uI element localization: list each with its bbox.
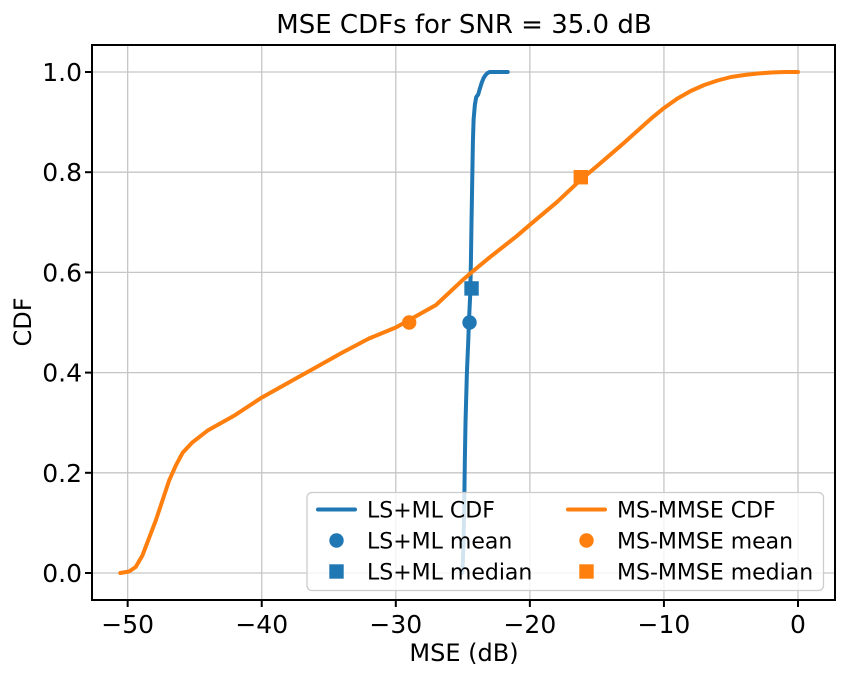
legend-item-ls-ml-median: LS+ML median xyxy=(329,561,532,586)
ls-ml-mean-label: LS+ML mean xyxy=(367,530,512,555)
y-tick-label-0.0: 0.0 xyxy=(42,559,82,588)
tick-labels-layer: −50 −40 −30 −20 −10 0 0.0 0.2 0.4 0.6 0.8 1.0 xyxy=(42,58,806,639)
ls-ml-cdf-curve xyxy=(460,70,510,575)
y-tick-label-0.4: 0.4 xyxy=(42,359,82,388)
y-tick-label-0.6: 0.6 xyxy=(42,258,82,287)
ms-mmse-median-label: MS-MMSE median xyxy=(617,561,813,586)
x-tick-label-−10: −10 xyxy=(638,610,691,639)
legend-item-ms-mmse-cdf: MS-MMSE CDF xyxy=(566,499,776,524)
ls-ml-mean-marker xyxy=(462,315,477,330)
ls-ml-median-label: LS+ML median xyxy=(367,561,532,586)
legend-item-ls-ml-cdf: LS+ML CDF xyxy=(316,499,495,524)
y-tick-label-1.0: 1.0 xyxy=(42,58,82,87)
legend-item-ms-mmse-median: MS-MMSE median xyxy=(579,561,813,586)
legend-item-ls-ml-mean: LS+ML mean xyxy=(329,530,512,555)
ls-ml-cdf-label: LS+ML CDF xyxy=(367,499,495,524)
ms-mmse-median-swatch-square xyxy=(579,564,594,579)
ms-mmse-mean-marker xyxy=(402,315,417,330)
x-tick-label-−20: −20 xyxy=(503,610,556,639)
ms-mmse-median-marker xyxy=(573,170,589,185)
ls-ml-mean-swatch-circle xyxy=(329,533,344,548)
ls-ml-median-swatch-square xyxy=(329,564,344,579)
curves-layer xyxy=(118,70,800,575)
chart-title: MSE CDFs for SNR = 35.0 dB xyxy=(276,10,651,40)
legend-box xyxy=(306,491,825,592)
ms-mmse-cdf-label: MS-MMSE CDF xyxy=(617,499,776,524)
x-tick-label-0: 0 xyxy=(790,610,806,639)
x-tick-label-−40: −40 xyxy=(235,610,288,639)
markers-layer xyxy=(402,170,589,330)
x-tick-label-−30: −30 xyxy=(369,610,422,639)
y-tick-label-0.2: 0.2 xyxy=(42,459,82,488)
ms-mmse-mean-label: MS-MMSE mean xyxy=(617,530,793,555)
legend: LS+ML CDF LS+ML mean LS+ML median MS-MMSE C… xyxy=(306,491,825,592)
y-axis-label: CDF xyxy=(9,297,37,346)
y-tick-label-0.8: 0.8 xyxy=(42,158,82,187)
x-axis-label: MSE (dB) xyxy=(409,639,518,667)
grid-layer xyxy=(92,45,835,600)
ms-mmse-cdf-curve xyxy=(118,70,800,575)
x-tick-label-−50: −50 xyxy=(101,610,154,639)
axes-layer xyxy=(85,44,836,607)
axes-spines xyxy=(91,44,836,601)
ls-ml-median-marker xyxy=(464,281,479,296)
ms-mmse-mean-swatch-circle xyxy=(579,533,594,548)
legend-item-ms-mmse-mean: MS-MMSE mean xyxy=(579,530,793,555)
